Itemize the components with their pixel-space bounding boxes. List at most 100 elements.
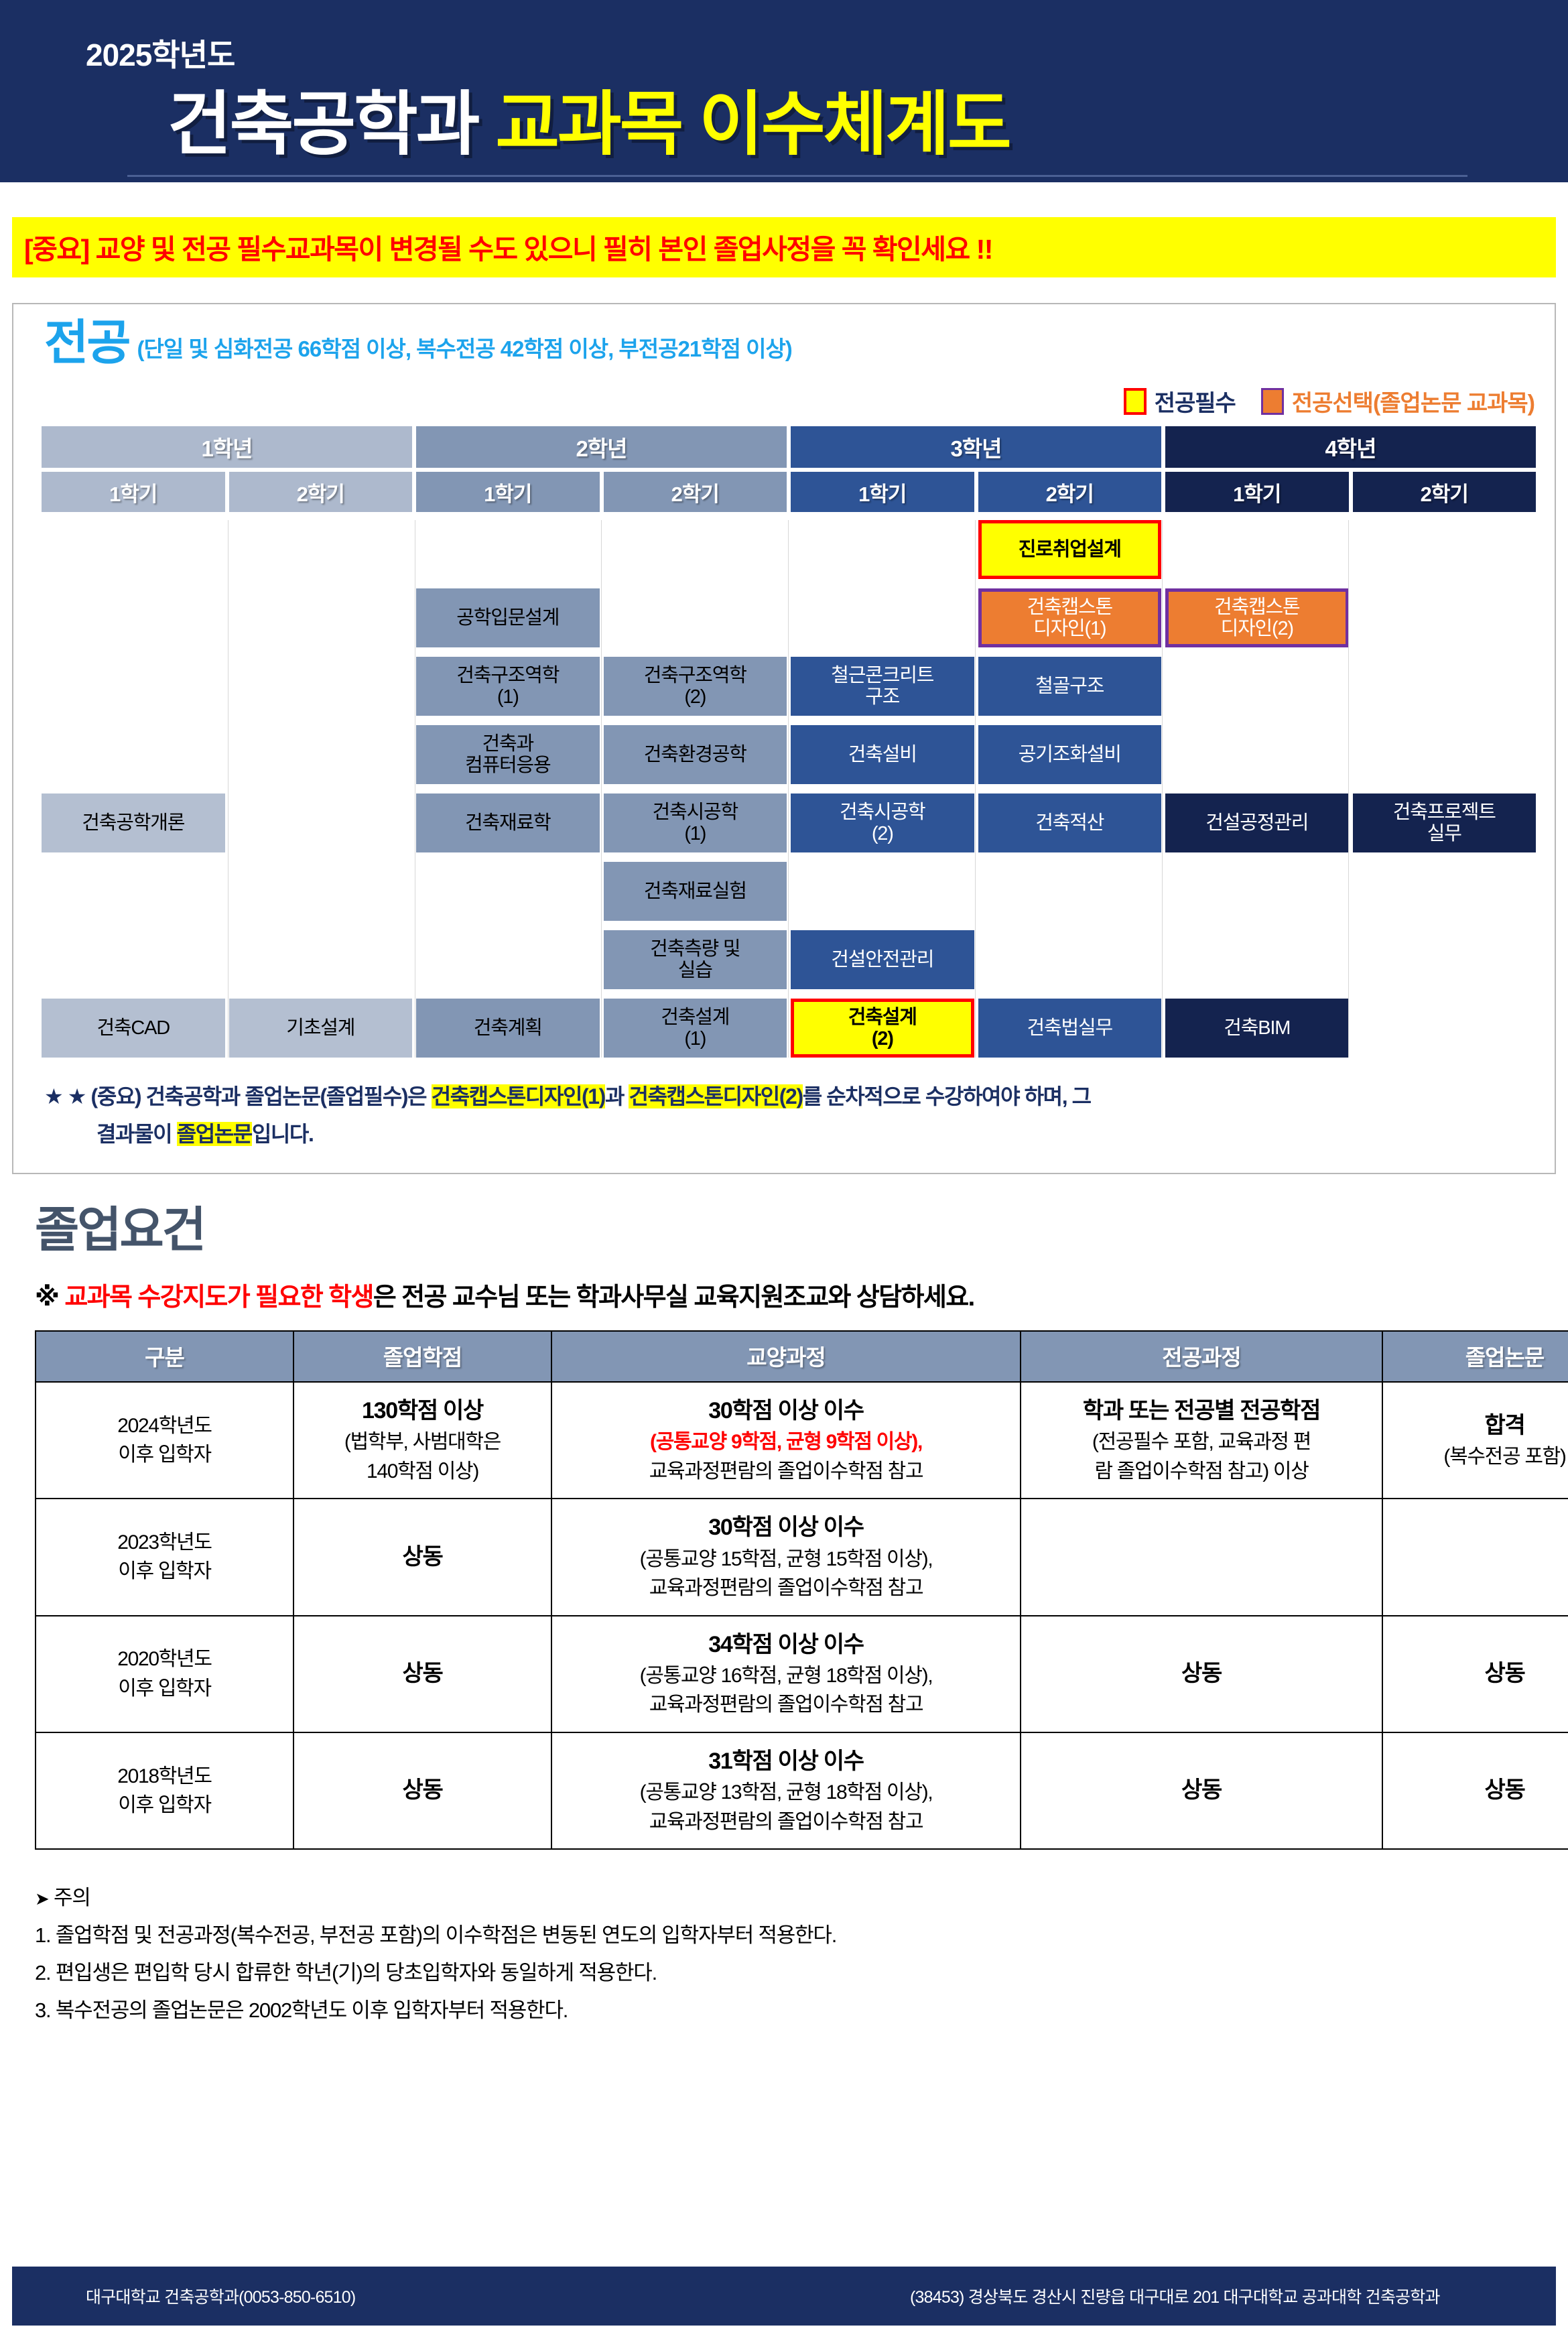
semester-header-2-2: 2학기 [603,472,787,512]
course-box: 건축적산 [978,793,1161,852]
table-header-row: 구분 졸업학점 교양과정 전공과정 졸업논문 [35,1330,1568,1383]
cell-liberal: 30학점 이상 이수 (공통교양 15학점, 균형 15학점 이상), 교육과정편… [551,1498,1021,1616]
table-row: 2018학년도 이후 입학자 상동 31학점 이상 이수 (공통교양 13학점, 균형… [35,1731,1568,1850]
note-line2-tail: 입니다. [251,1122,314,1146]
course-box: 건축계획 [416,999,600,1058]
cell-credits: 상동 [293,1498,552,1616]
thesis-title: 상동 [1484,1661,1526,1687]
course-box: 건축시공학 (2) [791,793,974,852]
course-box: 건축CAD [42,999,225,1058]
course-box: 건설안전관리 [791,930,974,989]
header-year: 2025학년도 [86,38,235,72]
division-label: 2020학년도 이후 입학자 [117,1648,212,1700]
cell-major: 상동 [1020,1731,1383,1850]
cell-liberal: 30학점 이상 이수 (공통교양 9학점, 균형 9학점 이상), 교육과정편람의 … [551,1381,1021,1500]
column-separator [1348,520,1350,1058]
course-box: 건축재료학 [416,793,600,852]
note-highlight-capstone1: 건축캡스톤디자인(1) [431,1084,606,1108]
course-box: 건축캡스톤 디자인(1) [978,588,1161,647]
course-box: 철골구조 [978,657,1161,716]
legend-label-elective: 전공선택(졸업논문 교과목) [1291,391,1535,416]
credits-title: 상동 [402,1543,444,1570]
capstone-note: ★ ★ (중요) 건축공학과 졸업논문(졸업필수)은 건축캡스톤디자인(1)과 … [44,1078,1528,1153]
required-swatch-icon [1123,387,1147,415]
table-row: 2024학년도 이후 입학자 130학점 이상 (법학부, 사범대학은 140학점 … [35,1381,1568,1500]
semester-header-row: 1학기 2학기 1학기 2학기 1학기 2학기 1학기 2학기 [42,472,1536,512]
footer-address: (38453) 경상북도 경산시 진량읍 대구대로 201 대구대학교 공과대학… [910,2288,1440,2307]
liberal-sub: (공통교양 16학점, 균형 18학점 이상), 교육과정편람의 졸업이수학점 … [639,1664,933,1716]
course-box: 건설공정관리 [1165,793,1349,852]
course-box: 건축시공학 (1) [603,793,787,852]
note-highlight-thesis: 졸업논문 [176,1122,253,1146]
cell-thesis: 상동 [1382,1731,1568,1850]
cell-division: 2024학년도 이후 입학자 [35,1381,294,1500]
footnote-item: 2. 편입생은 편입학 당시 합류한 학년(기)의 당초입학자와 동일하게 적용… [35,1960,657,1984]
column-separator [788,520,789,1058]
major-heading: 전공 (단일 및 심화전공 66학점 이상, 복수전공 42학점 이상, 부전공… [44,319,793,367]
note-line2-lead: 결과물이 [96,1122,177,1146]
note-mid1: 과 [604,1084,629,1108]
th-division: 구분 [35,1330,294,1383]
semester-header-3-2: 2학기 [978,472,1161,512]
cell-division: 2023학년도 이후 입학자 [35,1498,294,1616]
th-major: 전공과정 [1020,1330,1383,1383]
cell-major [1020,1498,1383,1616]
thesis-title: 합격 [1484,1412,1526,1438]
cell-division: 2020학년도 이후 입학자 [35,1614,294,1733]
course-box: 건축구조역학 (1) [416,657,600,716]
course-box: 건축캡스톤 디자인(2) [1165,588,1349,647]
year-header-2: 2학년 [416,426,787,468]
cell-thesis: 합격 (복수전공 포함) [1382,1381,1568,1500]
graduation-subtitle: ※ 교과목 수강지도가 필요한 학생은 전공 교수님 또는 학과사무실 교육지원… [35,1276,1556,1313]
major-curriculum-panel: 전공 (단일 및 심화전공 66학점 이상, 복수전공 42학점 이상, 부전공… [12,303,1556,1174]
course-box: 건축BIM [1165,999,1349,1058]
elective-swatch-icon [1260,387,1284,415]
footnote-item: 1. 졸업학점 및 전공과정(복수전공, 부전공 포함)의 이수학점은 변동된 … [35,1923,837,1947]
course-box: 건축재료실험 [603,862,787,921]
note-mid2: 를 순차적으로 수강하여야 하며, 그 [802,1084,1092,1108]
course-box: 건축구조역학 (2) [603,657,787,716]
cell-thesis: 상동 [1382,1614,1568,1733]
semester-header-4-2: 2학기 [1352,472,1536,512]
course-box: 건축설비 [791,725,974,784]
credits-title: 130학점 이상 [362,1398,484,1423]
footnote-heading: ➤ 주의 [35,1879,1556,1917]
arrow-icon: ➤ [35,1889,50,1909]
title-department: 건축공학과 [168,86,480,164]
major-title: 학과 또는 전공별 전공학점 [1082,1398,1321,1423]
footer-bar: 대구대학교 건축공학과(0053-850-6510) (38453) 경상북도 … [12,2267,1556,2326]
footnotes: ➤ 주의 1. 졸업학점 및 전공과정(복수전공, 부전공 포함)의 이수학점은… [35,1879,1556,2029]
cell-credits: 상동 [293,1614,552,1733]
table-row: 2023학년도 이후 입학자 상동 30학점 이상 이수 (공통교양 15학점, 균형… [35,1498,1568,1616]
column-separator [1161,520,1163,1058]
cell-division: 2018학년도 이후 입학자 [35,1731,294,1850]
subtitle-red: 교과목 수강지도가 필요한 학생 [64,1283,374,1312]
course-box: 건축프로젝트 실무 [1352,793,1536,852]
major-sub: (전공필수 포함, 교육과정 편 람 졸업이수학점 참고) 이상 [1092,1431,1311,1482]
footnote-heading-label: 주의 [54,1886,91,1910]
credits-title: 상동 [402,1777,444,1803]
legend-label-required: 전공필수 [1154,391,1236,416]
division-label: 2018학년도 이후 입학자 [117,1765,212,1817]
liberal-title: 31학점 이상 이수 [708,1748,864,1774]
thesis-title: 상동 [1484,1777,1526,1803]
liberal-sub: 교육과정편람의 졸업이수학점 참고 [649,1460,924,1482]
course-box: 건축법실무 [978,999,1161,1058]
credits-title: 상동 [402,1661,444,1687]
legend: 전공필수 전공선택(졸업논문 교과목) [1123,385,1535,418]
course-box: 공학입문설계 [416,588,600,647]
header-divider [127,175,1467,177]
title-subject: 교과목 이수체계도 [495,86,1011,164]
cell-major: 상동 [1020,1614,1383,1733]
credits-sub: (법학부, 사범대학은 140학점 이상) [344,1431,501,1482]
warning-banner: [중요] 교양 및 전공 필수교과목이 변경될 수도 있으니 필히 본인 졸업사… [12,217,1556,277]
warning-banner-wrap: [중요] 교양 및 전공 필수교과목이 변경될 수도 있으니 필히 본인 졸업사… [0,182,1568,277]
liberal-red: (공통교양 9학점, 균형 9학점 이상), [650,1431,923,1454]
liberal-sub: (공통교양 15학점, 균형 15학점 이상), 교육과정편람의 졸업이수학점 … [639,1547,933,1600]
footer-contact: 대구대학교 건축공학과(0053-850-6510) [86,2288,356,2307]
course-box: 건축공학개론 [42,793,225,852]
course-box: 철근콘크리트 구조 [791,657,974,716]
note-highlight-capstone2: 건축캡스톤디자인(2) [629,1084,803,1108]
table-row: 2020학년도 이후 입학자 상동 34학점 이상 이수 (공통교양 16학점, 균형… [35,1614,1568,1733]
subtitle-rest: 은 전공 교수님 또는 학과사무실 교육지원조교와 상담하세요. [373,1283,975,1312]
